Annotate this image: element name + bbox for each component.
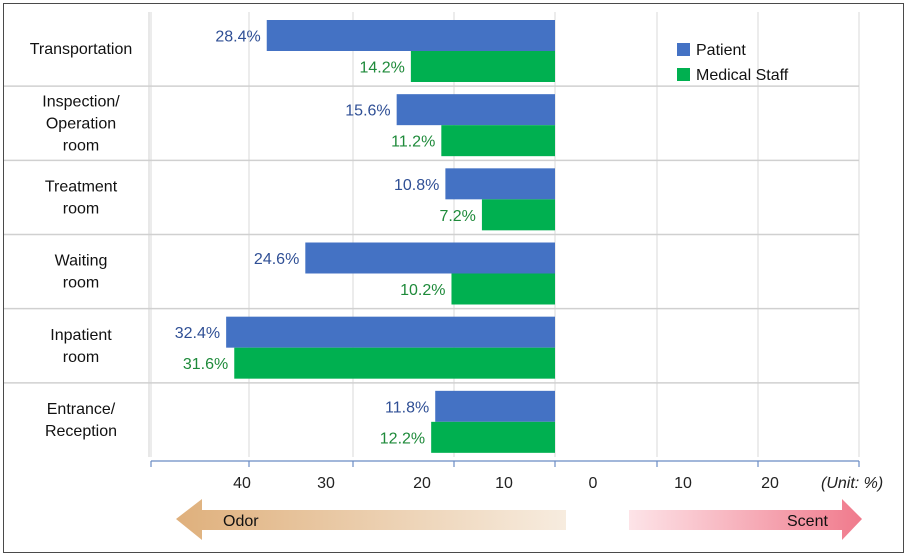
bar-patient [226,316,555,348]
bar-patient [435,390,555,422]
bar-medical-staff [481,199,555,231]
category-label-line: room [63,349,99,366]
data-label-patient: 15.6% [345,103,390,120]
data-label-patient: 24.6% [254,251,299,268]
category-label-line: Entrance/ [47,401,116,418]
category-label-line: Treatment [45,178,118,195]
bar-medical-staff [451,273,555,305]
category-label-line: room [63,200,99,217]
chart-frame: 28.4% 14.2% Transportation 15.6% 11.2% Inspec… [3,3,904,553]
data-label-medical-staff: 11.2% [391,134,435,151]
chart-svg: 28.4% 14.2% Transportation 15.6%11.2% Inspec… [4,12,883,540]
category-label: Entrance/Reception [45,401,117,440]
category-label: Waiting room [55,253,108,292]
x-tick-label: 10 [495,475,513,492]
data-label-patient: 11.8% [385,399,429,416]
category-label: Transportation [30,41,133,58]
category-label-line: room [63,137,99,154]
bar-patient [445,168,555,200]
bar-medical-staff [234,347,555,379]
legend-swatch-patient [677,43,690,56]
bar-medical-staff [441,125,555,157]
category-label-line: Waiting [55,253,108,270]
legend-swatch-medical-staff [677,68,690,81]
x-tick-label: 40 [233,475,251,492]
legend: Patient Medical Staff [677,42,789,84]
unit-label: (Unit: %) [821,475,883,492]
odor-arrow-shape [176,499,566,540]
legend-label-medical-staff: Medical Staff [696,67,789,84]
x-tick-label: 10 [674,475,692,492]
data-label-medical-staff: 14.2% [359,60,404,77]
data-label-medical-staff: 7.2% [439,208,475,225]
category-label-line: Inspection/ [42,93,120,110]
data-label-medical-staff: 10.2% [400,282,445,299]
x-tick-label: 30 [317,475,335,492]
data-label-medical-staff: 12.2% [380,430,425,447]
odor-arrow: Odor [176,499,566,540]
category-label-line: Reception [45,423,117,440]
x-tick-label: 20 [761,475,779,492]
bars-layer [226,20,555,453]
odor-arrow-label: Odor [223,513,259,530]
data-label-patient: 32.4% [175,325,220,342]
scent-arrow: Scent [629,499,862,540]
category-label: Inspection/Operation room [42,93,120,154]
axis-layer: 40 30 20 10 0 10 20 [150,460,860,492]
data-label-patient: 28.4% [215,29,260,46]
x-tick-label: 20 [413,475,431,492]
category-label: Treatment room [45,178,118,217]
data-label-patient: 10.8% [394,177,439,194]
legend-label-patient: Patient [696,42,746,59]
bar-patient [396,94,555,126]
grid-layer [4,12,860,457]
category-label: Inpatient room [50,327,112,366]
category-label-line: Operation [46,115,116,132]
scent-arrow-label: Scent [787,513,828,530]
labels-layer: 28.4% 14.2% Transportation 15.6%11.2% Inspec… [30,29,476,448]
category-label-line: room [63,275,99,292]
category-label-line: Transportation [30,41,133,58]
scent-arrow-shape [629,499,862,540]
bar-patient [266,20,555,51]
bar-medical-staff [431,421,555,453]
category-label-line: Inpatient [50,327,112,344]
bar-medical-staff [410,51,555,82]
x-tick-label: 0 [589,475,598,492]
data-label-medical-staff: 31.6% [183,356,228,373]
bar-patient [305,242,555,274]
